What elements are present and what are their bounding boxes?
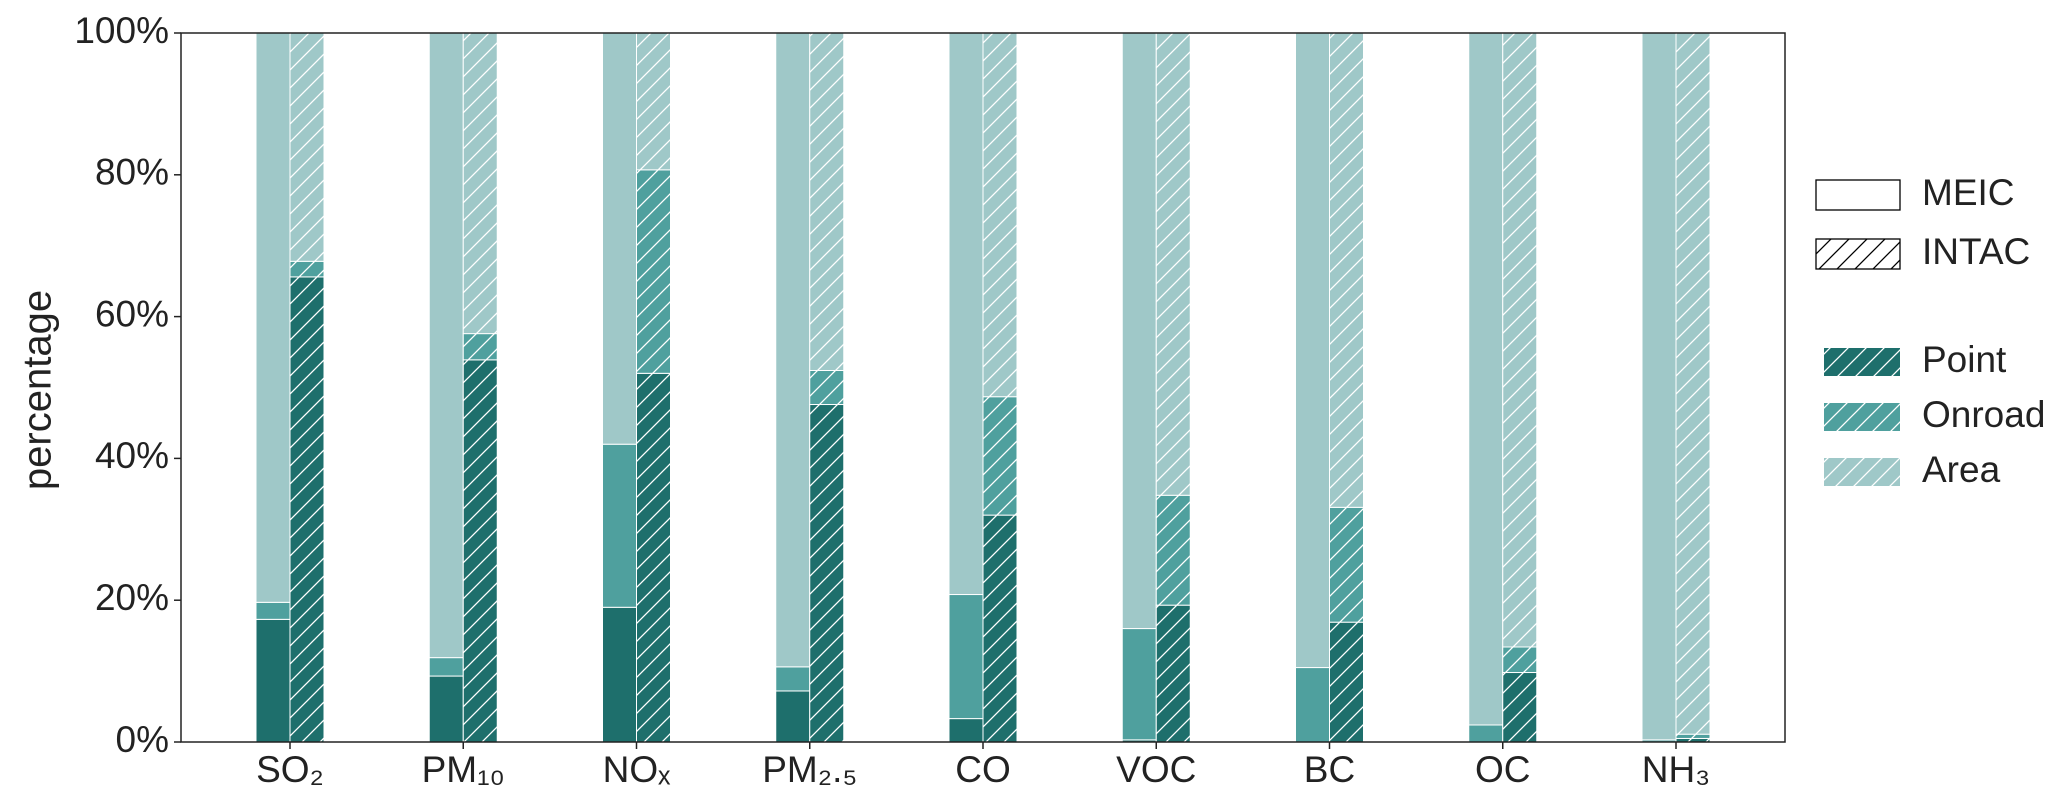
x-tick-label: BC — [1304, 749, 1355, 790]
y-tick-label: 60% — [95, 293, 169, 334]
y-tick-label: 100% — [74, 10, 169, 51]
legend-label: Point — [1922, 339, 2007, 380]
plot-frame — [180, 32, 1786, 743]
bar-hatch — [290, 33, 324, 262]
bar-segment — [1468, 32, 1504, 726]
x-tick-label: SO₂ — [256, 749, 324, 790]
bar-hatch — [1156, 605, 1191, 742]
bar-segment — [1295, 32, 1330, 669]
x-tick-label: NH₃ — [1642, 749, 1711, 790]
bar-segment — [428, 657, 464, 677]
bar-hatch — [463, 33, 498, 334]
y-tick-label: 20% — [95, 577, 169, 618]
bar-hatch — [983, 33, 1017, 397]
x-tick-label: NOₓ — [603, 749, 672, 790]
y-tick-label: 80% — [95, 152, 169, 193]
bar-segment — [1121, 628, 1157, 741]
legend-hatch — [1824, 458, 1900, 486]
y-tick-label: 0% — [116, 719, 169, 760]
bar-hatch — [1502, 33, 1537, 647]
bar-hatch — [636, 373, 671, 742]
bar-hatch — [290, 276, 324, 742]
legend-hatch — [1824, 403, 1900, 431]
bar-hatch — [1329, 507, 1364, 623]
bar-segment — [948, 594, 984, 720]
bar-hatch — [463, 359, 498, 742]
legend-label: INTAC — [1922, 231, 2030, 272]
bar-segment — [602, 32, 637, 445]
x-tick-label: PM₁₀ — [422, 749, 505, 790]
bar-segment — [1641, 32, 1677, 741]
bar-hatch — [1156, 495, 1191, 606]
bar-segment — [1295, 667, 1330, 743]
bar-segment — [602, 606, 637, 743]
bar-segment — [602, 443, 637, 608]
bar-hatch — [1329, 33, 1364, 508]
legend-label: Area — [1922, 449, 2001, 490]
bar-hatch — [1676, 33, 1710, 735]
bar-segment — [948, 718, 984, 743]
x-tick-label: VOC — [1116, 749, 1196, 790]
bar-segment — [948, 32, 984, 596]
x-tick-label: CO — [955, 749, 1011, 790]
bar-hatch — [1676, 738, 1710, 742]
bar-segment — [255, 618, 291, 743]
y-axis-label: percentage — [16, 290, 60, 490]
bar-segment — [428, 32, 464, 659]
x-tick-label: OC — [1475, 749, 1531, 790]
legend-label: Onroad — [1922, 394, 2045, 435]
bar-hatch — [463, 333, 498, 360]
legend-swatch — [1815, 179, 1901, 211]
bar-hatch — [1329, 622, 1364, 742]
bar-hatch — [983, 515, 1017, 742]
bar-segment — [775, 32, 811, 668]
bar-segment — [255, 601, 291, 620]
bar-segment — [775, 666, 811, 692]
bar-hatch — [636, 169, 671, 374]
bar-hatch — [1502, 672, 1537, 742]
bar-hatch — [636, 33, 671, 170]
bar-segment — [1121, 32, 1157, 630]
x-tick-label: PM₂.₅ — [762, 749, 857, 790]
bar-hatch — [809, 404, 844, 742]
bar-hatch — [1502, 646, 1537, 673]
legend-hatch — [1824, 348, 1900, 376]
bar-segment — [1468, 724, 1504, 743]
legend-label: MEIC — [1922, 172, 2015, 213]
legend-swatch — [1815, 238, 1901, 270]
bar-segment — [255, 32, 291, 603]
bar-segment — [775, 690, 811, 743]
bar-hatch — [290, 261, 324, 277]
bar-hatch — [809, 33, 844, 371]
bar-segment — [428, 675, 464, 743]
bar-hatch — [1676, 734, 1710, 739]
bar-hatch — [983, 396, 1017, 516]
y-tick-label: 40% — [95, 435, 169, 476]
bar-hatch — [809, 370, 844, 405]
bar-hatch — [1156, 33, 1191, 496]
